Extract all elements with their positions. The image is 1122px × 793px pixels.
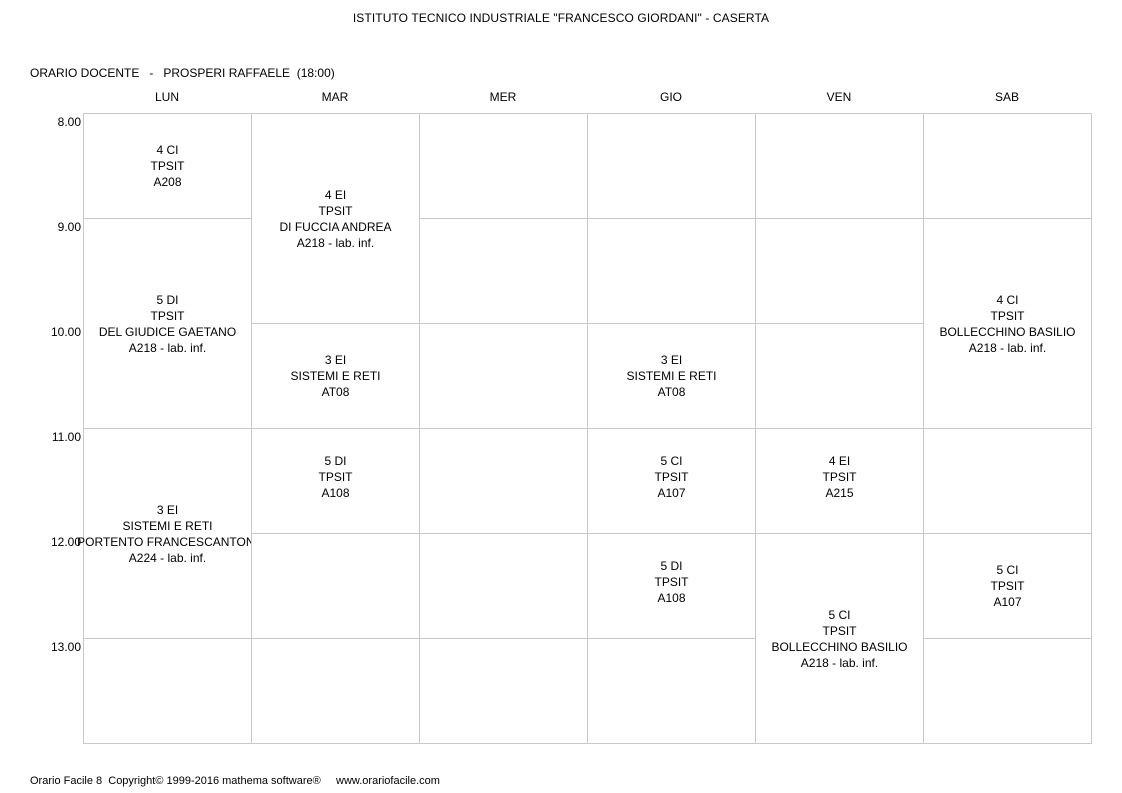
lesson-cell: 5 DI TPSIT A108	[587, 533, 756, 639]
empty-slot-cell	[419, 113, 588, 219]
class-label: 5 CI	[996, 563, 1019, 577]
class-label: 3 EI	[156, 502, 179, 517]
day-header-mer: MER	[489, 90, 517, 104]
empty-slot-cell	[251, 533, 420, 639]
room-label: AT08	[321, 385, 350, 399]
subject-label: SISTEMI E RETI	[626, 369, 717, 383]
lesson-cell: 4 CI TPSIT A208	[83, 113, 252, 219]
subject-label: TPSIT	[654, 575, 689, 589]
empty-slot-cell	[419, 428, 588, 534]
day-header-mar: MAR	[321, 90, 349, 104]
room-label: A108	[321, 486, 350, 500]
subject-label: TPSIT	[654, 470, 689, 484]
empty-slot-cell	[587, 113, 756, 219]
class-label: 4 EI	[828, 454, 851, 468]
empty-slot-cell	[419, 323, 588, 429]
lesson-cell: 5 CI TPSIT A107	[923, 533, 1092, 639]
timetable-grid: 4 CI TPSIT A208 5 DI TPSIT DEL GIUDICE GAETAN…	[77, 113, 1092, 744]
empty-slot-cell	[419, 638, 588, 744]
time-label: 12.00	[50, 535, 81, 549]
empty-slot-cell	[251, 638, 420, 744]
class-label: 4 CI	[996, 292, 1019, 307]
room-label: A224 - lab. inf.	[128, 550, 207, 565]
empty-slot-cell	[755, 113, 924, 219]
empty-slot-cell	[923, 428, 1092, 534]
lesson-cell: 5 DI TPSIT DEL GIUDICE GAETANO A218 - lab. …	[83, 218, 252, 429]
empty-slot-cell	[755, 218, 924, 324]
lesson-cell: 5 CI TPSIT BOLLECCHINO BASILIO A218 - lab. …	[755, 533, 924, 744]
day-header-lun: LUN	[154, 90, 179, 104]
subject-label: TPSIT	[990, 308, 1025, 323]
day-header-ven: VEN	[826, 90, 852, 104]
class-label: 4 EI	[324, 187, 347, 202]
empty-slot-cell	[755, 323, 924, 429]
empty-slot-cell	[923, 638, 1092, 744]
room-label: A218 - lab. inf.	[800, 655, 879, 670]
co-teacher-label: DEL GIUDICE GAETANO	[98, 324, 237, 339]
subject-label: TPSIT	[318, 470, 353, 484]
empty-slot-cell	[419, 533, 588, 639]
time-label: 13.00	[50, 640, 81, 654]
room-label: A107	[657, 486, 686, 500]
co-teacher-label: BOLLECCHINO BASILIO	[771, 639, 908, 654]
time-label: 9.00	[57, 220, 81, 234]
class-label: 5 DI	[156, 292, 179, 307]
lesson-cell: 3 EI SISTEMI E RETI PORTENTO FRANCESCANTON…	[77, 428, 258, 639]
co-teacher-label: PORTENTO FRANCESCANTONI	[77, 534, 258, 549]
room-label: A215	[825, 486, 854, 500]
class-label: 5 DI	[324, 454, 347, 468]
lesson-cell: 5 DI TPSIT A108	[251, 428, 420, 534]
empty-slot-cell	[923, 113, 1092, 219]
empty-slot-cell	[83, 638, 252, 744]
room-label: A218 - lab. inf.	[296, 235, 375, 250]
subject-label: TPSIT	[150, 159, 185, 173]
room-label: A218 - lab. inf.	[128, 340, 207, 355]
subject-label: TPSIT	[822, 470, 857, 484]
subject-label: TPSIT	[150, 308, 185, 323]
co-teacher-label: BOLLECCHINO BASILIO	[939, 324, 1076, 339]
class-label: 3 EI	[660, 353, 683, 367]
room-label: A107	[993, 595, 1022, 609]
empty-slot-cell	[419, 218, 588, 324]
class-label: 3 EI	[324, 353, 347, 367]
teacher-schedule-heading: ORARIO DOCENTE - PROSPERI RAFFAELE (18:0…	[30, 66, 335, 80]
subject-label: TPSIT	[318, 203, 353, 218]
lesson-cell: 4 CI TPSIT BOLLECCHINO BASILIO A218 - lab. …	[923, 218, 1092, 429]
lesson-cell: 3 EI SISTEMI E RETI AT08	[251, 323, 420, 429]
empty-slot-cell	[587, 638, 756, 744]
subject-label: TPSIT	[990, 579, 1025, 593]
lesson-cell: 3 EI SISTEMI E RETI AT08	[587, 323, 756, 429]
room-label: AT08	[657, 385, 686, 399]
school-title: ISTITUTO TECNICO INDUSTRIALE "FRANCESCO …	[352, 11, 770, 25]
subject-label: SISTEMI E RETI	[290, 369, 381, 383]
class-label: 4 CI	[156, 143, 179, 157]
day-header-sab: SAB	[994, 90, 1019, 104]
class-label: 5 CI	[828, 607, 851, 622]
co-teacher-label: DI FUCCIA ANDREA	[279, 219, 392, 234]
time-label: 10.00	[50, 325, 81, 339]
day-header-gio: GIO	[659, 90, 682, 104]
room-label: A108	[657, 591, 686, 605]
subject-label: TPSIT	[822, 623, 857, 638]
subject-label: SISTEMI E RETI	[122, 518, 213, 533]
class-label: 5 DI	[660, 559, 683, 573]
footer-copyright: Orario Facile 8 Copyright© 1999-2016 mat…	[30, 775, 440, 787]
lesson-cell: 4 EI TPSIT A215	[755, 428, 924, 534]
lesson-cell: 5 CI TPSIT A107	[587, 428, 756, 534]
room-label: A218 - lab. inf.	[968, 340, 1047, 355]
time-label: 8.00	[57, 115, 81, 129]
empty-slot-cell	[587, 218, 756, 324]
class-label: 5 CI	[660, 454, 683, 468]
time-label: 11.00	[51, 430, 81, 444]
room-label: A208	[153, 175, 182, 189]
lesson-cell: 4 EI TPSIT DI FUCCIA ANDREA A218 - lab. inf…	[251, 113, 420, 324]
